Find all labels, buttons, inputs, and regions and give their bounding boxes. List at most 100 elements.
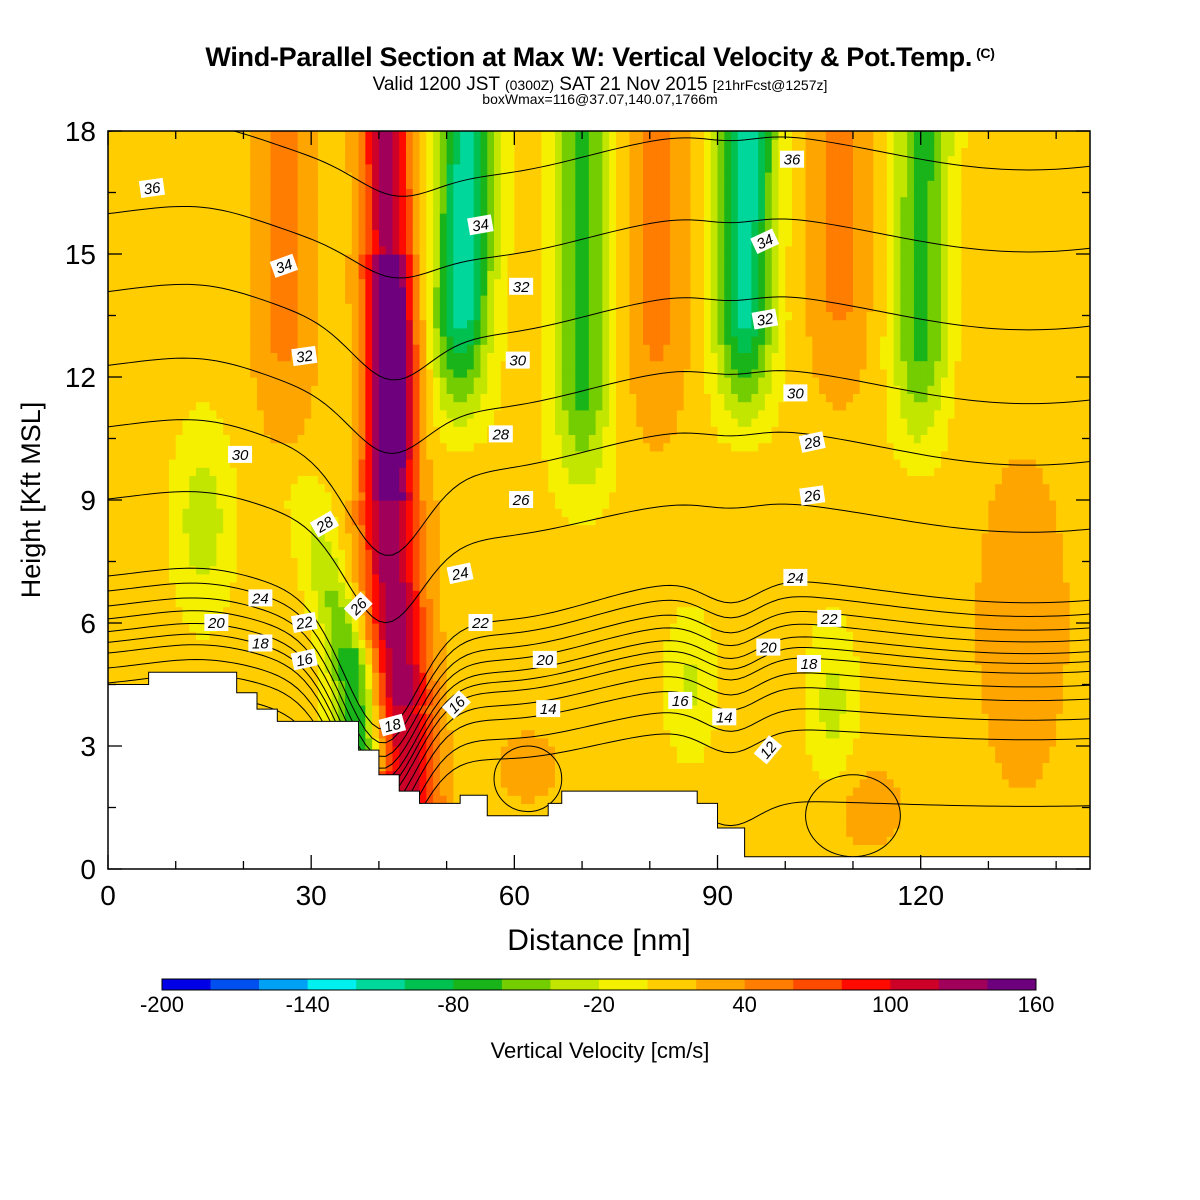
field-cell xyxy=(399,672,407,681)
field-cell xyxy=(1001,844,1010,854)
field-cell xyxy=(582,606,590,616)
field-cell xyxy=(812,688,820,698)
field-cell xyxy=(771,721,780,731)
field-cell xyxy=(690,606,698,616)
field-cell xyxy=(643,713,651,722)
field-cell xyxy=(974,737,983,747)
field-cell xyxy=(968,746,976,755)
field-cell xyxy=(378,672,387,681)
field-cell xyxy=(832,721,841,731)
field-cell xyxy=(737,819,746,829)
field-cell xyxy=(514,655,522,665)
field-cell xyxy=(974,606,983,616)
field-cell xyxy=(656,614,664,624)
field-cell xyxy=(473,590,482,599)
field-cell xyxy=(764,688,773,698)
field-cell xyxy=(575,762,583,772)
field-cell xyxy=(392,639,400,649)
field-cell xyxy=(825,631,834,640)
field-cell xyxy=(717,803,725,813)
field-cell xyxy=(405,655,414,665)
field-cell xyxy=(229,655,238,665)
field-cell xyxy=(243,623,251,632)
field-cell xyxy=(250,623,258,632)
field-cell xyxy=(609,696,617,706)
field-cell xyxy=(1069,778,1078,788)
field-cell xyxy=(913,754,922,763)
field-cell xyxy=(399,590,407,599)
field-cell xyxy=(196,647,204,657)
field-cell xyxy=(223,664,231,673)
field-cell xyxy=(521,770,529,780)
field-cell xyxy=(1076,696,1084,706)
field-cell xyxy=(859,664,868,673)
field-cell xyxy=(1022,713,1030,722)
field-cell xyxy=(1042,721,1050,731)
field-cell xyxy=(446,614,454,624)
field-cell xyxy=(778,729,786,739)
field-cell xyxy=(412,664,421,673)
field-cell xyxy=(913,647,922,657)
field-cell xyxy=(541,590,549,599)
field-cell xyxy=(514,737,522,747)
field-cell xyxy=(805,713,813,722)
field-cell xyxy=(365,590,373,599)
field-cell xyxy=(825,680,834,690)
field-cell xyxy=(988,688,996,698)
field-cell xyxy=(196,614,204,624)
field-cell xyxy=(256,664,265,673)
field-cell xyxy=(412,680,421,690)
field-cell xyxy=(1062,778,1071,788)
field-cell xyxy=(622,754,631,763)
field-cell xyxy=(372,655,380,665)
field-cell xyxy=(731,778,739,788)
field-cell xyxy=(284,680,292,690)
field-cell xyxy=(927,811,935,821)
field-cell xyxy=(988,590,996,599)
field-cell xyxy=(446,737,454,747)
field-cell xyxy=(284,598,292,608)
field-cell xyxy=(304,688,312,698)
field-cell xyxy=(473,713,482,722)
field-cell xyxy=(1035,606,1044,616)
field-cell xyxy=(378,713,387,722)
field-cell xyxy=(209,598,217,608)
field-cell xyxy=(1069,680,1078,690)
field-cell xyxy=(1015,795,1023,804)
field-cell xyxy=(934,811,942,821)
field-cell xyxy=(284,606,292,616)
field-cell xyxy=(954,778,962,788)
field-cell xyxy=(1015,828,1023,837)
field-cell xyxy=(900,844,908,854)
field-cell xyxy=(446,623,454,632)
field-cell xyxy=(785,713,793,722)
field-cell xyxy=(148,623,156,632)
field-cell xyxy=(663,754,671,763)
field-cell xyxy=(927,680,935,690)
field-cell xyxy=(974,672,983,681)
field-cell xyxy=(764,655,773,665)
field-cell xyxy=(541,778,549,788)
field-cell xyxy=(974,729,983,739)
field-cell xyxy=(1042,639,1050,649)
field-cell xyxy=(703,746,712,755)
field-cell xyxy=(764,664,773,673)
field-cell xyxy=(886,828,895,837)
field-cell xyxy=(968,803,976,813)
field-cell xyxy=(880,770,888,780)
field-cell xyxy=(981,623,990,632)
field-cell xyxy=(1015,811,1023,821)
field-cell xyxy=(920,803,929,813)
field-cell xyxy=(1042,844,1050,854)
field-cell xyxy=(527,598,536,608)
field-cell xyxy=(561,655,570,665)
field-cell xyxy=(893,705,901,714)
field-cell xyxy=(941,746,949,755)
field-cell xyxy=(724,729,732,739)
field-cell xyxy=(426,647,434,657)
field-cell xyxy=(1076,631,1084,640)
field-cell xyxy=(534,614,543,624)
field-cell xyxy=(676,680,685,690)
field-cell xyxy=(778,746,786,755)
field-cell xyxy=(419,762,427,772)
